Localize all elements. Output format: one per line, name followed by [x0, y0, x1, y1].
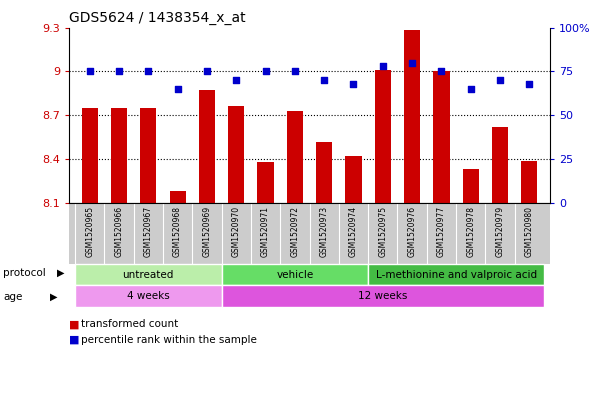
Bar: [287, 111, 303, 203]
Point: [231, 77, 241, 83]
Bar: [169, 191, 186, 203]
Bar: [222, 285, 544, 307]
Text: transformed count: transformed count: [81, 319, 178, 329]
Text: vehicle: vehicle: [276, 270, 314, 280]
Text: GSM1520980: GSM1520980: [525, 206, 534, 257]
Text: GSM1520975: GSM1520975: [378, 206, 387, 257]
Bar: [222, 264, 368, 285]
Bar: [463, 169, 479, 203]
Text: GSM1520973: GSM1520973: [320, 206, 329, 257]
Text: GSM1520976: GSM1520976: [407, 206, 416, 257]
Text: GSM1520968: GSM1520968: [173, 206, 182, 257]
Text: GSM1520977: GSM1520977: [437, 206, 446, 257]
Point: [172, 86, 182, 92]
Bar: [404, 30, 420, 203]
Bar: [140, 108, 156, 203]
Text: ▶: ▶: [57, 268, 64, 278]
Point: [85, 68, 94, 75]
Point: [407, 59, 417, 66]
Text: percentile rank within the sample: percentile rank within the sample: [81, 335, 257, 345]
Bar: [368, 264, 544, 285]
Point: [261, 68, 270, 75]
Text: 12 weeks: 12 weeks: [358, 291, 407, 301]
Bar: [346, 156, 362, 203]
Text: GSM1520974: GSM1520974: [349, 206, 358, 257]
Bar: [521, 161, 537, 203]
Point: [437, 68, 447, 75]
Text: L-methionine and valproic acid: L-methionine and valproic acid: [376, 270, 537, 280]
Text: GSM1520972: GSM1520972: [290, 206, 299, 257]
Point: [202, 68, 212, 75]
Point: [290, 68, 300, 75]
Text: GSM1520965: GSM1520965: [85, 206, 94, 257]
Point: [525, 81, 534, 87]
Text: GSM1520978: GSM1520978: [466, 206, 475, 257]
Bar: [316, 141, 332, 203]
Text: 4 weeks: 4 weeks: [127, 291, 169, 301]
Point: [114, 68, 124, 75]
Text: ■: ■: [69, 319, 79, 329]
Text: GSM1520979: GSM1520979: [496, 206, 505, 257]
Text: GDS5624 / 1438354_x_at: GDS5624 / 1438354_x_at: [69, 11, 246, 25]
Bar: [492, 127, 508, 203]
Bar: [199, 90, 215, 203]
Point: [378, 63, 388, 69]
Bar: [433, 72, 450, 203]
Text: GSM1520971: GSM1520971: [261, 206, 270, 257]
Bar: [82, 108, 98, 203]
Bar: [375, 70, 391, 203]
Text: age: age: [3, 292, 22, 302]
Bar: [75, 285, 222, 307]
Text: ▶: ▶: [50, 292, 57, 302]
Bar: [111, 108, 127, 203]
Text: GSM1520970: GSM1520970: [232, 206, 241, 257]
Point: [349, 81, 358, 87]
Point: [495, 77, 505, 83]
Text: GSM1520966: GSM1520966: [114, 206, 123, 257]
Text: protocol: protocol: [3, 268, 46, 278]
Text: GSM1520967: GSM1520967: [144, 206, 153, 257]
Bar: [228, 107, 244, 203]
Text: ■: ■: [69, 335, 79, 345]
Bar: [75, 264, 222, 285]
Point: [466, 86, 475, 92]
Point: [319, 77, 329, 83]
Point: [144, 68, 153, 75]
Bar: [257, 162, 273, 203]
Text: GSM1520969: GSM1520969: [203, 206, 212, 257]
Text: untreated: untreated: [123, 270, 174, 280]
